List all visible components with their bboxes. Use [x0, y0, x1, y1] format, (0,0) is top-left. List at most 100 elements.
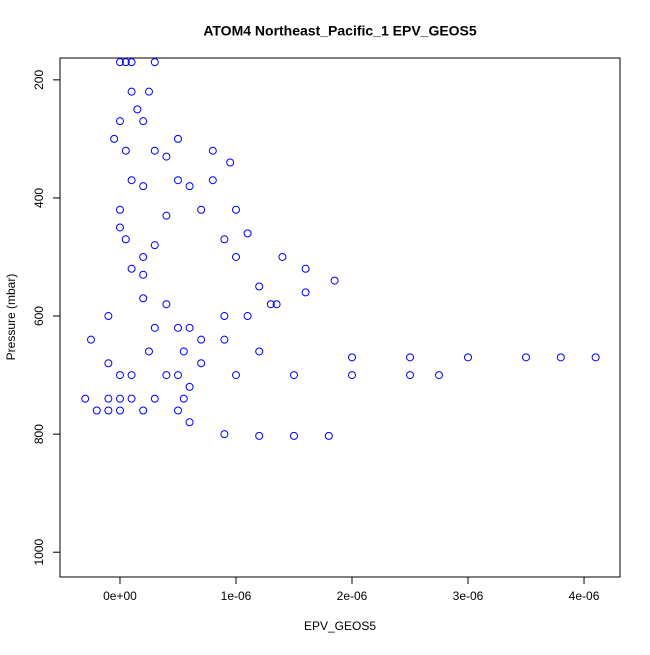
point	[162, 300, 171, 309]
point	[139, 182, 148, 191]
point	[139, 252, 148, 261]
point	[150, 323, 159, 332]
point	[150, 241, 159, 250]
plot-frame	[59, 57, 621, 578]
point	[208, 146, 217, 155]
point	[115, 406, 124, 415]
chart-title: ATOM4 Northeast_Pacific_1 EPV_GEOS5	[203, 23, 477, 39]
point	[104, 406, 113, 415]
point	[127, 176, 136, 185]
point	[144, 87, 153, 96]
point	[197, 359, 206, 368]
point	[104, 359, 113, 368]
point	[179, 347, 188, 356]
point	[133, 105, 142, 114]
x-tick-label: 4e-06	[569, 589, 600, 603]
point	[121, 235, 130, 244]
point	[121, 58, 130, 67]
point	[92, 406, 101, 415]
point	[290, 431, 299, 440]
point	[220, 235, 229, 244]
point	[290, 371, 299, 380]
point	[197, 205, 206, 214]
point	[255, 282, 264, 291]
point	[522, 353, 531, 362]
point	[330, 276, 339, 285]
point	[406, 353, 415, 362]
x-tick-label: 0e+00	[103, 589, 137, 603]
point	[115, 117, 124, 126]
point	[104, 312, 113, 321]
y-tick-label: 200	[32, 70, 46, 90]
point	[406, 371, 415, 380]
point	[324, 431, 333, 440]
point	[127, 394, 136, 403]
point	[220, 430, 229, 439]
point	[150, 58, 159, 67]
point	[185, 382, 194, 391]
y-tick-label: 800	[32, 424, 46, 444]
point	[139, 117, 148, 126]
point	[150, 394, 159, 403]
y-tick-label: 1000	[32, 539, 46, 566]
point	[86, 335, 95, 344]
point	[348, 353, 357, 362]
point	[173, 323, 182, 332]
x-tick-label: 3e-06	[453, 589, 484, 603]
x-tick-label: 1e-06	[221, 589, 252, 603]
point	[243, 229, 252, 238]
point	[144, 347, 153, 356]
point	[301, 288, 310, 297]
point	[110, 134, 119, 143]
point	[104, 394, 113, 403]
point	[150, 146, 159, 155]
point	[139, 270, 148, 279]
point	[162, 152, 171, 161]
point	[255, 347, 264, 356]
point	[185, 323, 194, 332]
point	[266, 300, 275, 309]
point	[173, 371, 182, 380]
point	[272, 300, 281, 309]
point	[185, 182, 194, 191]
point	[197, 335, 206, 344]
y-axis-label: Pressure (mbar)	[4, 274, 18, 361]
point	[162, 371, 171, 380]
point	[243, 312, 252, 321]
point	[208, 176, 217, 185]
point	[231, 252, 240, 261]
point	[115, 371, 124, 380]
point	[115, 205, 124, 214]
point	[591, 353, 600, 362]
point	[226, 158, 235, 167]
x-axis-label: EPV_GEOS5	[304, 619, 376, 633]
point	[139, 406, 148, 415]
y-tick-label: 400	[32, 188, 46, 208]
point	[127, 58, 136, 67]
x-tick-label: 2e-06	[337, 589, 368, 603]
point	[231, 371, 240, 380]
point	[220, 312, 229, 321]
point	[127, 371, 136, 380]
point	[115, 223, 124, 232]
point	[231, 205, 240, 214]
point	[127, 87, 136, 96]
point	[301, 264, 310, 273]
point	[278, 252, 287, 261]
point	[139, 294, 148, 303]
point	[255, 431, 264, 440]
point	[81, 394, 90, 403]
point	[464, 353, 473, 362]
point	[185, 418, 194, 427]
point	[127, 264, 136, 273]
point	[173, 176, 182, 185]
point	[121, 146, 130, 155]
y-tick-label: 600	[32, 306, 46, 326]
point	[173, 406, 182, 415]
point	[173, 134, 182, 143]
point	[435, 371, 444, 380]
point	[179, 394, 188, 403]
point	[556, 353, 565, 362]
